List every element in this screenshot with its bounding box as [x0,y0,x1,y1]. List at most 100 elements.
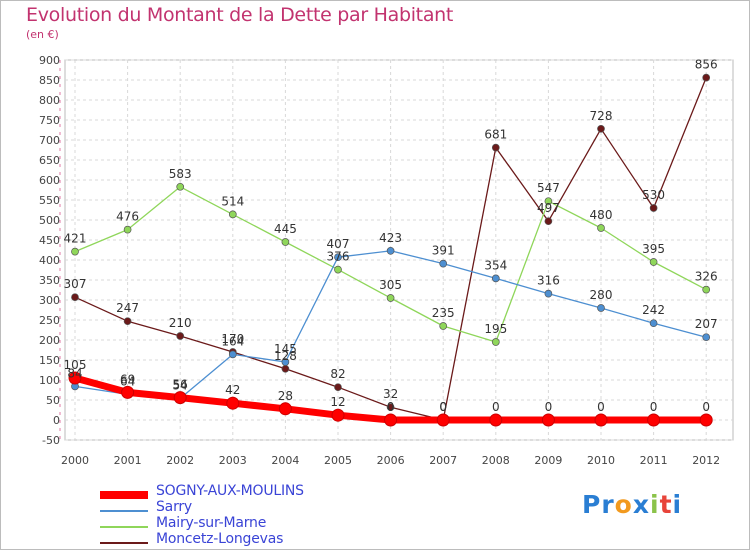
data-label: 0 [702,400,710,414]
data-point [702,73,711,82]
x-tick-label: 2011 [640,454,668,467]
data-point [489,413,503,427]
y-tick-label: 550 [39,194,60,207]
y-tick-label: 750 [39,114,60,127]
data-point [702,285,711,294]
data-point [334,253,342,262]
data-point [386,403,395,412]
data-label: 145 [274,342,297,356]
legend-item-sogny: SOGNY-AUX-MOULINS [100,483,360,500]
y-tick-label: 800 [39,94,60,107]
data-point [281,358,290,366]
data-point [228,210,237,219]
data-point [71,247,79,256]
x-tick-label: 2000 [61,454,89,467]
data-point [71,293,79,302]
chart-subtitle: (en €) [26,28,59,41]
data-label: 280 [590,288,613,302]
logo-letter: t [659,490,673,519]
x-tick-label: 2008 [482,454,510,467]
plot-area [64,59,734,441]
data-label: 0 [387,400,395,414]
data-label: 476 [116,210,139,224]
data-label: 0 [545,400,553,414]
data-label: 32 [383,387,398,401]
x-tick-label: 2003 [219,454,247,467]
data-label: 28 [278,389,293,403]
x-tick-label: 2007 [429,454,457,467]
data-point [491,338,500,346]
y-tick-label: 200 [39,334,60,347]
legend-item-sarry: Sarry [100,499,360,516]
data-point [281,364,290,373]
data-point [228,350,237,359]
data-label: 0 [439,400,447,414]
data-label: 247 [116,301,139,315]
data-label: 681 [484,128,507,142]
data-point [68,371,82,385]
data-label: 235 [432,306,455,320]
data-label: 0 [439,400,447,414]
legend-label-moncetz: Moncetz-Longevas [156,531,284,547]
proxiti-logo: Proxiti [582,490,682,519]
data-point [123,225,132,234]
data-point [439,259,448,268]
data-point [491,274,500,283]
y-tick-label: 850 [39,74,60,87]
data-point [278,402,292,416]
y-tick-label: 50 [46,394,60,407]
data-label: 210 [169,316,192,330]
data-label: 326 [695,270,718,284]
legend-label-sarry: Sarry [156,499,193,515]
data-label: 207 [695,317,718,331]
logo-letter: x [632,490,650,519]
data-label: 82 [330,367,345,381]
data-point [334,383,342,392]
x-tick-label: 2005 [324,454,352,467]
x-tick-label: 2002 [166,454,194,467]
data-point [439,322,448,330]
data-label: 407 [327,237,350,251]
data-label: 128 [274,349,297,363]
data-point [544,197,553,206]
data-label: 54 [173,378,188,392]
x-tick-label: 2001 [114,454,142,467]
logo-letter: P [582,490,602,519]
legend-swatch-mairy [100,526,148,528]
data-point [597,224,605,232]
data-point [436,413,450,427]
y-tick-label: 500 [39,214,60,227]
data-label: 0 [597,400,605,414]
y-tick-label: 450 [39,234,60,247]
data-label: 376 [327,250,350,264]
x-tick-label: 2006 [377,454,405,467]
x-tick-label: 2004 [271,454,299,467]
y-tick-label: 100 [39,374,60,387]
data-point [649,204,658,212]
legend: SOGNY-AUX-MOULINS Sarry Mairy-sur-Marne … [100,483,360,548]
data-point [334,265,342,274]
data-point [699,413,713,427]
data-point [649,258,658,266]
data-point [594,413,608,427]
data-label: 514 [221,194,244,208]
data-point [386,246,395,255]
data-label: 583 [169,167,192,181]
data-label: 480 [590,208,613,222]
data-point [384,413,398,427]
y-tick-label: 700 [39,134,60,147]
data-point [176,332,185,340]
data-point [544,289,553,298]
data-point [121,385,135,399]
logo-letter: o [614,490,633,519]
data-point [647,413,661,427]
data-label: 0 [650,400,658,414]
logo-letter: r [601,490,615,519]
data-point [173,391,187,405]
y-tick-label: 300 [39,294,60,307]
data-label: 170 [221,332,244,346]
data-point [386,294,395,302]
data-point [331,408,345,422]
data-label: 395 [642,242,665,256]
